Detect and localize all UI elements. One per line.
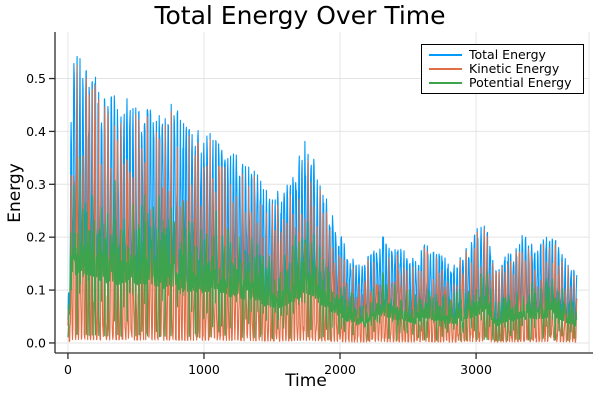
x-tick-label: 3000 [460,362,492,377]
potential-energy-line [67,155,578,342]
legend-label-kinetic-energy: Kinetic Energy [469,61,560,76]
kinetic-energy-line-swatch [429,68,462,70]
x-tick-label: 2000 [324,362,356,377]
y-axis-label: Energy [5,163,25,223]
y-tick-label: 0.3 [26,177,46,192]
x-tick-label: 1000 [188,362,220,377]
x-axis-label: Time [285,371,327,391]
chart-title: Total Energy Over Time [154,1,446,30]
legend: Total Energy Kinetic Energy Potential En… [421,44,584,94]
y-tick-label: 0.1 [26,283,46,298]
legend-item-total-energy: Total Energy [422,48,583,62]
x-tick-label: 0 [64,362,72,377]
y-tick-label: 0.2 [26,230,46,245]
legend-item-kinetic-energy: Kinetic Energy [422,62,583,76]
legend-item-potential-energy: Potential Energy [422,76,583,90]
legend-label-potential-energy: Potential Energy [469,75,572,90]
y-tick-label: 0.5 [26,71,46,86]
y-tick-label: 0.4 [26,124,46,139]
potential-energy-line-swatch [429,82,462,84]
legend-label-total-energy: Total Energy [469,47,546,62]
total-energy-line-swatch [429,54,462,56]
y-tick-label: 0.0 [26,335,46,350]
